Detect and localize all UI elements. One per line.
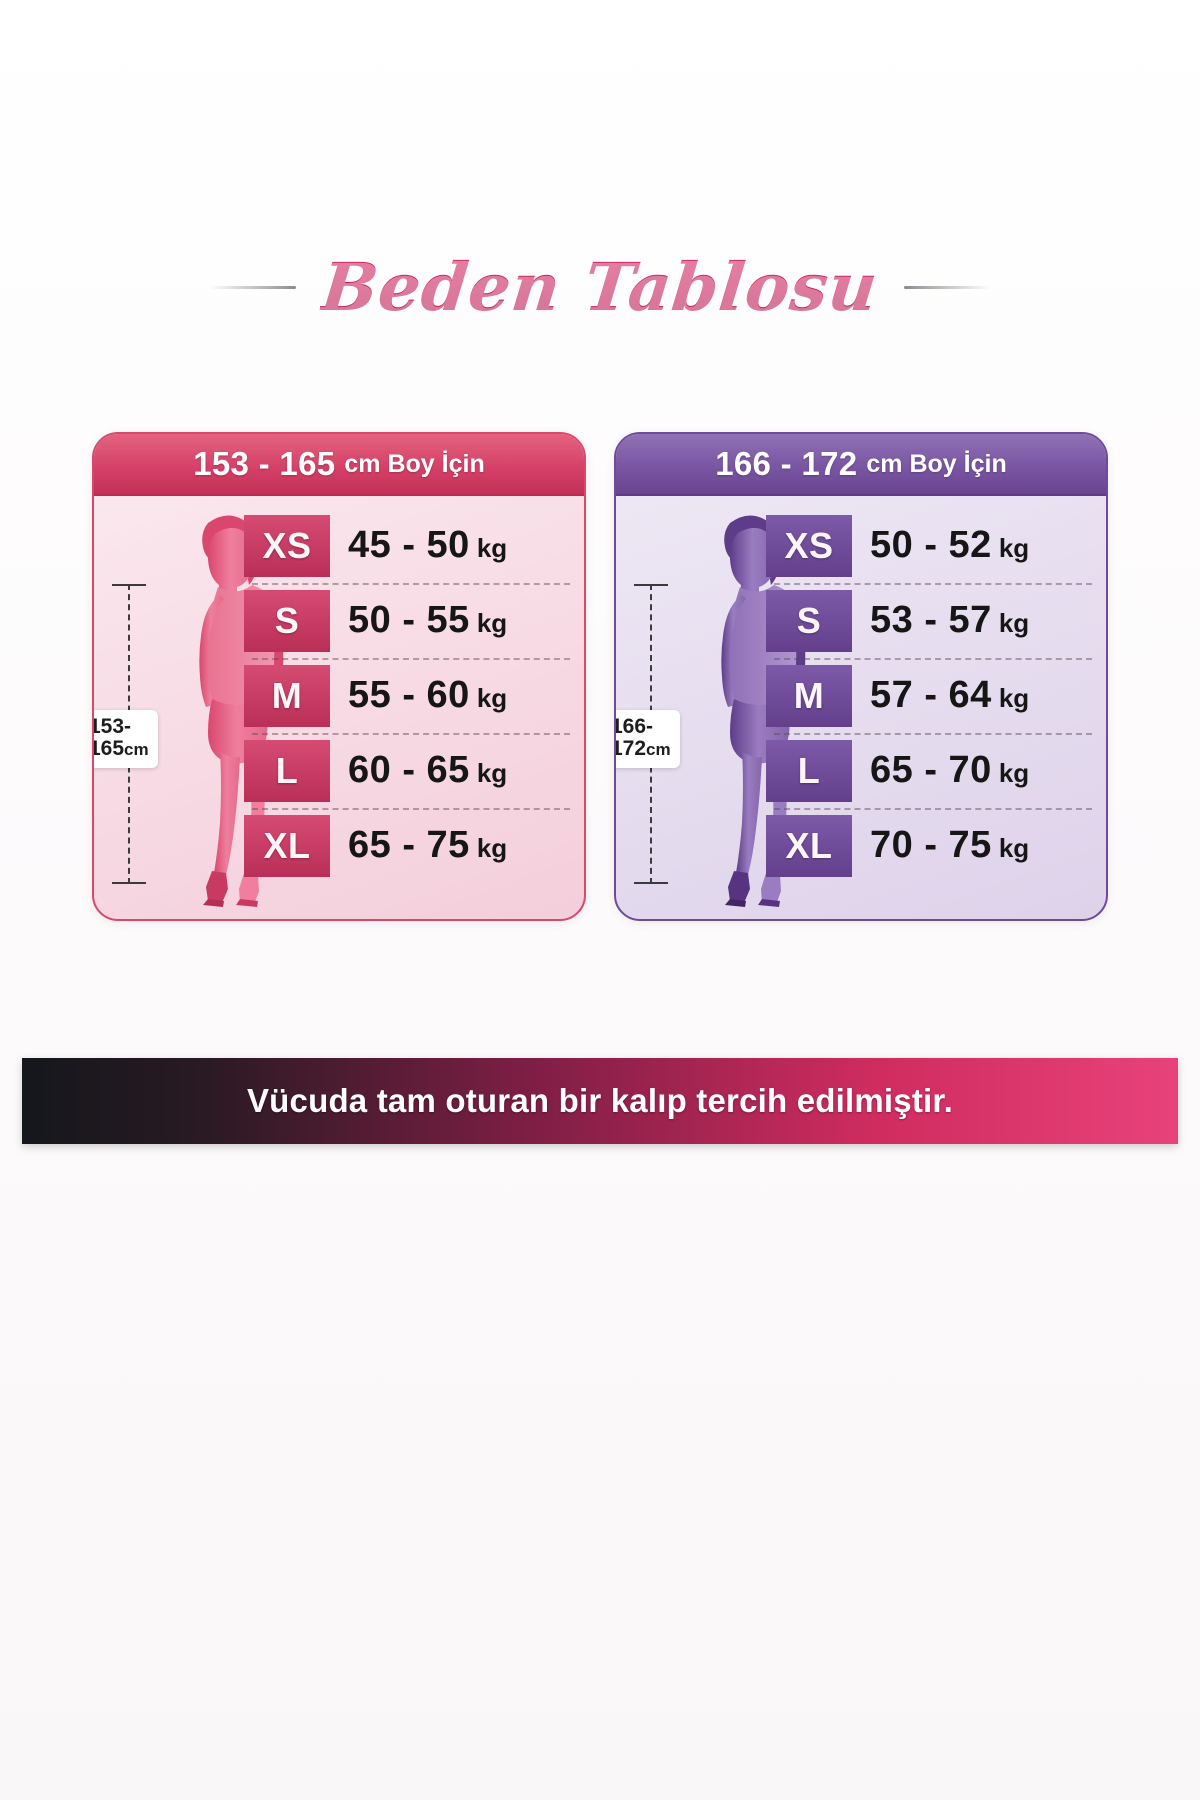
- size-chip: S: [766, 589, 852, 652]
- table-row[interactable]: S 50 - 55 kg: [244, 583, 570, 658]
- table-row[interactable]: XS 50 - 52 kg: [766, 508, 1088, 583]
- measure-cap-bottom: [634, 882, 668, 884]
- card-header-range: 153 - 165: [193, 445, 336, 482]
- size-card-166-172[interactable]: 166 - 172 cm Boy İçin: [614, 432, 1108, 921]
- title-rule-right: [903, 285, 990, 289]
- weight-value: 65 - 70: [870, 749, 992, 791]
- weight-value: 50 - 52: [870, 524, 992, 566]
- weight-unit: kg: [998, 533, 1030, 563]
- size-chip: L: [766, 739, 852, 802]
- size-chip: M: [244, 664, 330, 727]
- height-tag-line1: 166-: [614, 715, 654, 738]
- size-chip: XS: [244, 514, 330, 577]
- footer-banner: Vücuda tam oturan bir kalıp tercih edilm…: [22, 1058, 1178, 1144]
- table-row[interactable]: XL 70 - 75 kg: [766, 808, 1092, 883]
- size-chip: M: [766, 664, 852, 727]
- table-row[interactable]: M 57 - 64 kg: [766, 658, 1092, 733]
- weight-range: 50 - 55 kg: [348, 599, 507, 642]
- weight-range: 55 - 60 kg: [348, 674, 507, 717]
- weight-value: 50 - 55: [348, 599, 470, 641]
- weight-unit: kg: [998, 608, 1030, 638]
- weight-value: 70 - 75: [870, 824, 992, 866]
- measure-cap-bottom: [112, 882, 146, 884]
- height-tag-unit: cm: [124, 740, 149, 760]
- card-header-range: 166 - 172: [715, 445, 858, 482]
- table-row[interactable]: S 53 - 57 kg: [766, 583, 1092, 658]
- weight-value: 55 - 60: [348, 674, 470, 716]
- height-tag-166-172: 166- 172cm: [614, 710, 680, 768]
- size-chip: L: [244, 739, 330, 802]
- weight-range: 50 - 52 kg: [870, 524, 1029, 567]
- table-row[interactable]: XL 65 - 75 kg: [244, 808, 570, 883]
- table-row[interactable]: M 55 - 60 kg: [244, 658, 570, 733]
- height-tag-line1: 153-: [92, 715, 132, 738]
- height-tag-line2-wrap: 172cm: [614, 737, 671, 761]
- weight-range: 65 - 70 kg: [870, 749, 1029, 792]
- table-row[interactable]: L 60 - 65 kg: [244, 733, 570, 808]
- weight-value: 57 - 64: [870, 674, 992, 716]
- weight-value: 53 - 57: [870, 599, 992, 641]
- height-tag-153-165: 153- 165cm: [92, 710, 158, 768]
- title-rule-left: [210, 285, 297, 289]
- footer-banner-text: Vücuda tam oturan bir kalıp tercih edilm…: [246, 1082, 954, 1119]
- weight-range: 70 - 75 kg: [870, 824, 1029, 867]
- weight-unit: kg: [476, 683, 508, 713]
- height-tag-line2-wrap: 165cm: [92, 737, 149, 761]
- weight-unit: kg: [998, 683, 1030, 713]
- size-table-153-165: XS 45 - 50 kg S 50 - 55 kg M 55 - 60 kg L 6…: [244, 494, 584, 883]
- weight-unit: kg: [476, 608, 508, 638]
- size-chip: XS: [766, 514, 852, 577]
- weight-unit: kg: [998, 758, 1030, 788]
- weight-range: 57 - 64 kg: [870, 674, 1029, 717]
- weight-unit: kg: [476, 833, 508, 863]
- weight-range: 53 - 57 kg: [870, 599, 1029, 642]
- height-tag-line2: 172: [614, 737, 647, 761]
- size-chip: S: [244, 589, 330, 652]
- size-chip: XL: [766, 814, 852, 877]
- card-header-suffix: cm Boy İçin: [344, 449, 485, 478]
- table-row[interactable]: XS 45 - 50 kg: [244, 508, 566, 583]
- weight-unit: kg: [998, 833, 1030, 863]
- size-card-153-165[interactable]: 153 - 165 cm Boy İçin: [92, 432, 586, 921]
- weight-range: 45 - 50 kg: [348, 524, 507, 567]
- height-tag-line2: 165: [92, 737, 125, 761]
- card-header-153-165: 153 - 165 cm Boy İçin: [94, 434, 584, 496]
- table-row[interactable]: L 65 - 70 kg: [766, 733, 1092, 808]
- size-table-166-172: XS 50 - 52 kg S 53 - 57 kg M 57 - 64 kg L 6…: [766, 494, 1106, 883]
- weight-value: 65 - 75: [348, 824, 470, 866]
- weight-value: 60 - 65: [348, 749, 470, 791]
- weight-value: 45 - 50: [348, 524, 470, 566]
- weight-range: 65 - 75 kg: [348, 824, 507, 867]
- weight-unit: kg: [476, 533, 508, 563]
- size-chip: XL: [244, 814, 330, 877]
- card-header-suffix: cm Boy İçin: [866, 449, 1007, 478]
- size-cards: 153 - 165 cm Boy İçin: [0, 432, 1200, 921]
- weight-range: 60 - 65 kg: [348, 749, 507, 792]
- page-title: Beden Tablosu: [0, 232, 1200, 342]
- weight-unit: kg: [476, 758, 508, 788]
- card-header-166-172: 166 - 172 cm Boy İçin: [616, 434, 1106, 496]
- height-tag-unit: cm: [646, 740, 671, 760]
- page-title-text: Beden Tablosu: [317, 248, 883, 326]
